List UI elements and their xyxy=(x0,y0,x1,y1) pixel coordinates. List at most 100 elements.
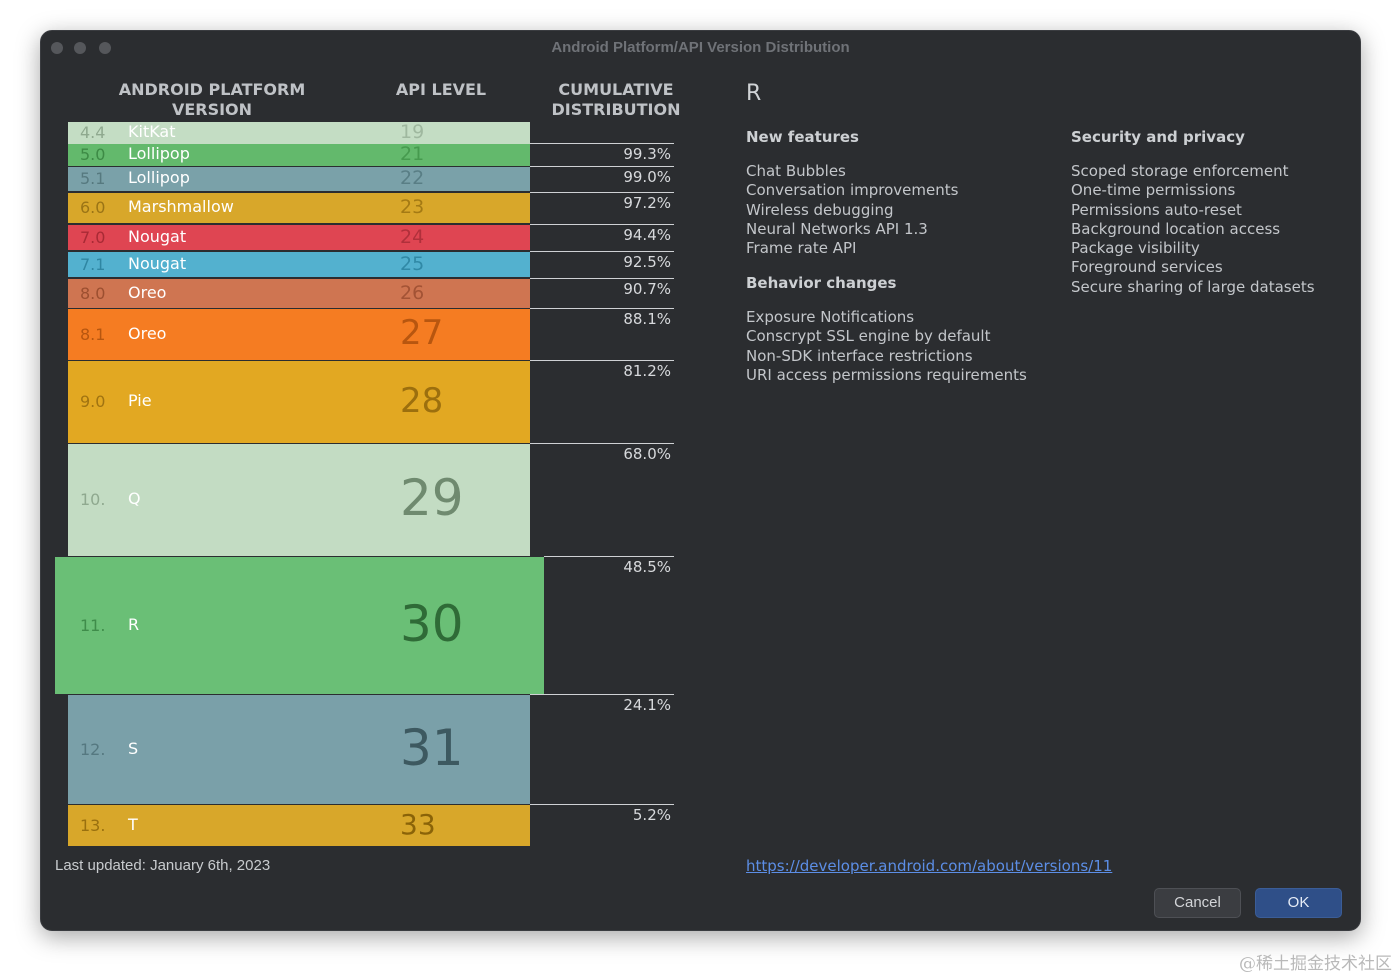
version-bar-31[interactable]: 12. S 31 xyxy=(68,695,530,804)
api-level-value: 23 xyxy=(400,196,425,219)
version-name: Nougat xyxy=(128,226,187,246)
version-bar-21[interactable]: 5.0 Lollipop 21 xyxy=(68,144,530,166)
ok-button[interactable]: OK xyxy=(1255,888,1342,918)
cumulative-value: 5.2% xyxy=(632,806,671,824)
version-bar-27[interactable]: 8.1 Oreo 27 xyxy=(68,309,530,360)
version-bar-22[interactable]: 5.1 Lollipop 22 xyxy=(68,167,530,191)
cumulative-value: 24.1% xyxy=(623,696,671,714)
api-level-value: 31 xyxy=(400,718,464,777)
version-bar-26[interactable]: 8.0 Oreo 26 xyxy=(68,279,530,308)
cumulative-value: 97.2% xyxy=(623,194,671,212)
new-features-heading: New features xyxy=(746,128,859,146)
cumulative-value: 90.7% xyxy=(623,280,671,298)
version-name: S xyxy=(128,738,139,758)
cumulative-divider xyxy=(530,166,674,167)
close-window-button[interactable] xyxy=(51,42,63,54)
version-bar-33[interactable]: 13. T 33 xyxy=(68,805,530,846)
title-bar: Android Platform/API Version Distributio… xyxy=(41,31,1360,65)
cumulative-divider xyxy=(530,224,674,225)
zoom-window-button[interactable] xyxy=(99,42,111,54)
window-title: Android Platform/API Version Distributio… xyxy=(551,39,850,56)
new-feature-item: Frame rate API xyxy=(746,239,857,258)
cumulative-value: 94.4% xyxy=(623,226,671,244)
version-name: KitKat xyxy=(128,122,176,141)
security-item: One-time permissions xyxy=(1071,181,1236,200)
cumulative-divider xyxy=(530,192,674,193)
api-level-header: API LEVEL xyxy=(395,80,487,99)
cumulative-value: 48.5% xyxy=(623,558,671,576)
security-item: Scoped storage enforcement xyxy=(1071,162,1289,180)
version-bar-28[interactable]: 9.0 Pie 28 xyxy=(68,361,530,443)
security-item: Permissions auto-reset xyxy=(1071,200,1242,219)
version-number: 4.4 xyxy=(80,123,106,142)
version-number: 12. xyxy=(80,739,106,759)
security-privacy-list: Scoped storage enforcement One-time permi… xyxy=(1071,162,1315,297)
cumulative-value: 88.1% xyxy=(623,310,671,328)
watermark: @稀土掘金技术社区 xyxy=(1239,954,1392,974)
cumulative-divider xyxy=(530,443,674,444)
distribution-dialog: Android Platform/API Version Distributio… xyxy=(40,30,1361,931)
version-bar-23[interactable]: 6.0 Marshmallow 23 xyxy=(68,193,530,223)
cumulative-value: 99.3% xyxy=(623,145,671,163)
version-bar-29[interactable]: 10. Q 29 xyxy=(68,444,530,556)
cumulative-divider xyxy=(530,278,674,279)
api-level-value: 19 xyxy=(400,122,425,144)
version-number: 10. xyxy=(80,490,106,509)
version-number: 5.1 xyxy=(80,169,106,188)
cumulative-value: 68.0% xyxy=(623,445,671,463)
behavior-change-item: Exposure Notifications xyxy=(746,308,915,326)
behavior-changes-list: Exposure Notifications Conscrypt SSL engi… xyxy=(746,308,1027,385)
new-feature-item: Neural Networks API 1.3 xyxy=(746,219,928,238)
new-feature-item: Chat Bubbles xyxy=(746,162,846,180)
selected-version-title: R xyxy=(746,81,762,106)
api-level-value: 27 xyxy=(400,313,444,354)
version-bar-25[interactable]: 7.1 Nougat 25 xyxy=(68,252,530,277)
version-name: Pie xyxy=(128,391,152,410)
new-feature-item: Conversation improvements xyxy=(746,181,959,200)
version-bar-30[interactable]: 11. R 30 xyxy=(55,557,544,694)
cumulative-value: 99.0% xyxy=(623,168,671,186)
behavior-change-item: Conscrypt SSL engine by default xyxy=(746,327,991,346)
version-number: 11. xyxy=(80,615,106,635)
version-number: 8.1 xyxy=(80,324,106,344)
version-name: T xyxy=(128,814,138,834)
version-number: 6.0 xyxy=(80,198,106,217)
version-bar-19[interactable]: 4.4 KitKat 19 xyxy=(68,122,530,144)
version-name: Lollipop xyxy=(128,144,190,163)
version-bar-24[interactable]: 7.0 Nougat 24 xyxy=(68,225,530,250)
version-number: 9.0 xyxy=(80,392,106,411)
cumulative-divider xyxy=(530,251,674,252)
version-name: Oreo xyxy=(128,282,167,302)
cumulative-divider xyxy=(530,694,674,695)
security-item: Package visibility xyxy=(1071,239,1200,258)
version-docs-link[interactable]: https://developer.android.com/about/vers… xyxy=(746,857,1113,875)
api-level-value: 30 xyxy=(400,594,464,653)
cumulative-value: 92.5% xyxy=(623,253,671,271)
cumulative-value: 81.2% xyxy=(623,362,671,380)
cumulative-distribution-header: CUMULATIVE DISTRIBUTION xyxy=(551,80,681,119)
api-level-value: 24 xyxy=(400,225,425,248)
version-number: 7.0 xyxy=(80,227,106,247)
api-level-value: 26 xyxy=(400,281,425,304)
version-number: 8.0 xyxy=(80,283,106,303)
version-name: Oreo xyxy=(128,323,167,343)
behavior-change-item: URI access permissions requirements xyxy=(746,365,1027,384)
version-name: Marshmallow xyxy=(128,197,234,216)
security-item: Foreground services xyxy=(1071,258,1223,277)
version-name: Q xyxy=(128,489,141,508)
version-name: Nougat xyxy=(128,253,187,273)
minimize-window-button[interactable] xyxy=(74,42,86,54)
new-features-list: Chat Bubbles Conversation improvements Wir… xyxy=(746,162,958,258)
cumulative-divider xyxy=(530,360,674,361)
api-level-value: 21 xyxy=(400,144,425,166)
version-number: 7.1 xyxy=(80,254,106,274)
version-number: 13. xyxy=(80,815,106,835)
behavior-change-item: Non-SDK interface restrictions xyxy=(746,346,973,365)
version-number: 5.0 xyxy=(80,145,106,164)
api-level-value: 22 xyxy=(400,167,425,190)
version-name: R xyxy=(128,614,140,634)
security-item: Background location access xyxy=(1071,219,1281,238)
cancel-button[interactable]: Cancel xyxy=(1154,888,1241,918)
cumulative-divider xyxy=(530,804,674,805)
api-level-value: 28 xyxy=(400,380,444,421)
